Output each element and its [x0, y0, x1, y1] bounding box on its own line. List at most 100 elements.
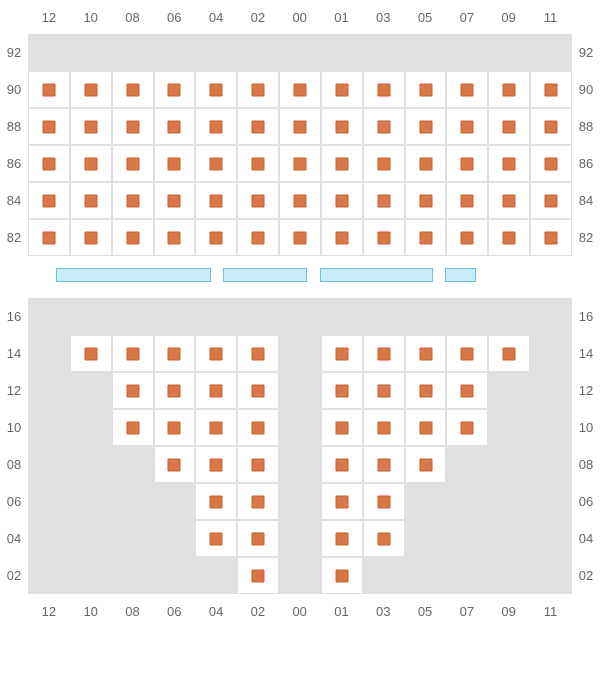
seat[interactable]: [237, 372, 279, 409]
seat[interactable]: [70, 335, 112, 372]
seat[interactable]: [195, 372, 237, 409]
seat[interactable]: [237, 409, 279, 446]
seat[interactable]: [363, 409, 405, 446]
seat[interactable]: [237, 182, 279, 219]
seat[interactable]: [154, 446, 196, 483]
seat[interactable]: [237, 520, 279, 557]
seat[interactable]: [321, 335, 363, 372]
seat[interactable]: [363, 520, 405, 557]
seat[interactable]: [530, 145, 572, 182]
seat[interactable]: [279, 71, 321, 108]
seat[interactable]: [70, 182, 112, 219]
seat[interactable]: [488, 145, 530, 182]
seat[interactable]: [195, 483, 237, 520]
seat[interactable]: [405, 108, 447, 145]
seat[interactable]: [112, 145, 154, 182]
seat[interactable]: [405, 71, 447, 108]
seat[interactable]: [28, 145, 70, 182]
seat[interactable]: [279, 108, 321, 145]
seat[interactable]: [363, 372, 405, 409]
seat[interactable]: [321, 108, 363, 145]
seat[interactable]: [279, 145, 321, 182]
seat[interactable]: [363, 446, 405, 483]
seat[interactable]: [405, 145, 447, 182]
seat[interactable]: [112, 335, 154, 372]
seat[interactable]: [195, 108, 237, 145]
seat[interactable]: [237, 335, 279, 372]
seat[interactable]: [446, 219, 488, 256]
seat[interactable]: [321, 446, 363, 483]
seat[interactable]: [112, 108, 154, 145]
seat[interactable]: [195, 335, 237, 372]
seat[interactable]: [530, 108, 572, 145]
seat[interactable]: [195, 182, 237, 219]
seat[interactable]: [279, 182, 321, 219]
seat[interactable]: [363, 335, 405, 372]
seat[interactable]: [321, 219, 363, 256]
seat[interactable]: [321, 71, 363, 108]
seat[interactable]: [237, 108, 279, 145]
seat[interactable]: [237, 71, 279, 108]
seat[interactable]: [112, 372, 154, 409]
seat[interactable]: [195, 409, 237, 446]
seat[interactable]: [195, 145, 237, 182]
seat[interactable]: [363, 182, 405, 219]
seat[interactable]: [112, 71, 154, 108]
seat[interactable]: [405, 335, 447, 372]
seat[interactable]: [70, 219, 112, 256]
seat[interactable]: [195, 446, 237, 483]
seat[interactable]: [154, 145, 196, 182]
seat[interactable]: [279, 219, 321, 256]
seat[interactable]: [488, 71, 530, 108]
seat[interactable]: [321, 557, 363, 594]
seat[interactable]: [363, 219, 405, 256]
seat[interactable]: [28, 71, 70, 108]
seat[interactable]: [237, 145, 279, 182]
seat[interactable]: [321, 483, 363, 520]
seat[interactable]: [446, 71, 488, 108]
seat[interactable]: [154, 335, 196, 372]
seat[interactable]: [405, 372, 447, 409]
seat[interactable]: [405, 446, 447, 483]
seat[interactable]: [154, 71, 196, 108]
seat[interactable]: [446, 335, 488, 372]
seat[interactable]: [446, 108, 488, 145]
seat[interactable]: [195, 71, 237, 108]
seat[interactable]: [446, 409, 488, 446]
seat[interactable]: [321, 520, 363, 557]
seat[interactable]: [363, 145, 405, 182]
seat[interactable]: [237, 219, 279, 256]
seat[interactable]: [530, 71, 572, 108]
seat[interactable]: [530, 219, 572, 256]
seat[interactable]: [446, 182, 488, 219]
seat[interactable]: [446, 372, 488, 409]
seat[interactable]: [321, 372, 363, 409]
seat[interactable]: [405, 219, 447, 256]
seat[interactable]: [154, 182, 196, 219]
seat[interactable]: [28, 108, 70, 145]
seat[interactable]: [530, 182, 572, 219]
seat[interactable]: [321, 145, 363, 182]
seat[interactable]: [488, 335, 530, 372]
seat[interactable]: [363, 483, 405, 520]
seat[interactable]: [237, 557, 279, 594]
seat[interactable]: [237, 446, 279, 483]
seat[interactable]: [154, 372, 196, 409]
seat[interactable]: [154, 409, 196, 446]
seat[interactable]: [363, 71, 405, 108]
seat[interactable]: [488, 219, 530, 256]
seat[interactable]: [112, 182, 154, 219]
seat[interactable]: [70, 108, 112, 145]
seat[interactable]: [112, 409, 154, 446]
seat[interactable]: [154, 108, 196, 145]
seat[interactable]: [112, 219, 154, 256]
seat[interactable]: [488, 108, 530, 145]
seat[interactable]: [405, 409, 447, 446]
seat[interactable]: [70, 71, 112, 108]
seat[interactable]: [195, 520, 237, 557]
seat[interactable]: [488, 182, 530, 219]
seat[interactable]: [28, 219, 70, 256]
seat[interactable]: [237, 483, 279, 520]
seat[interactable]: [70, 145, 112, 182]
seat[interactable]: [154, 219, 196, 256]
